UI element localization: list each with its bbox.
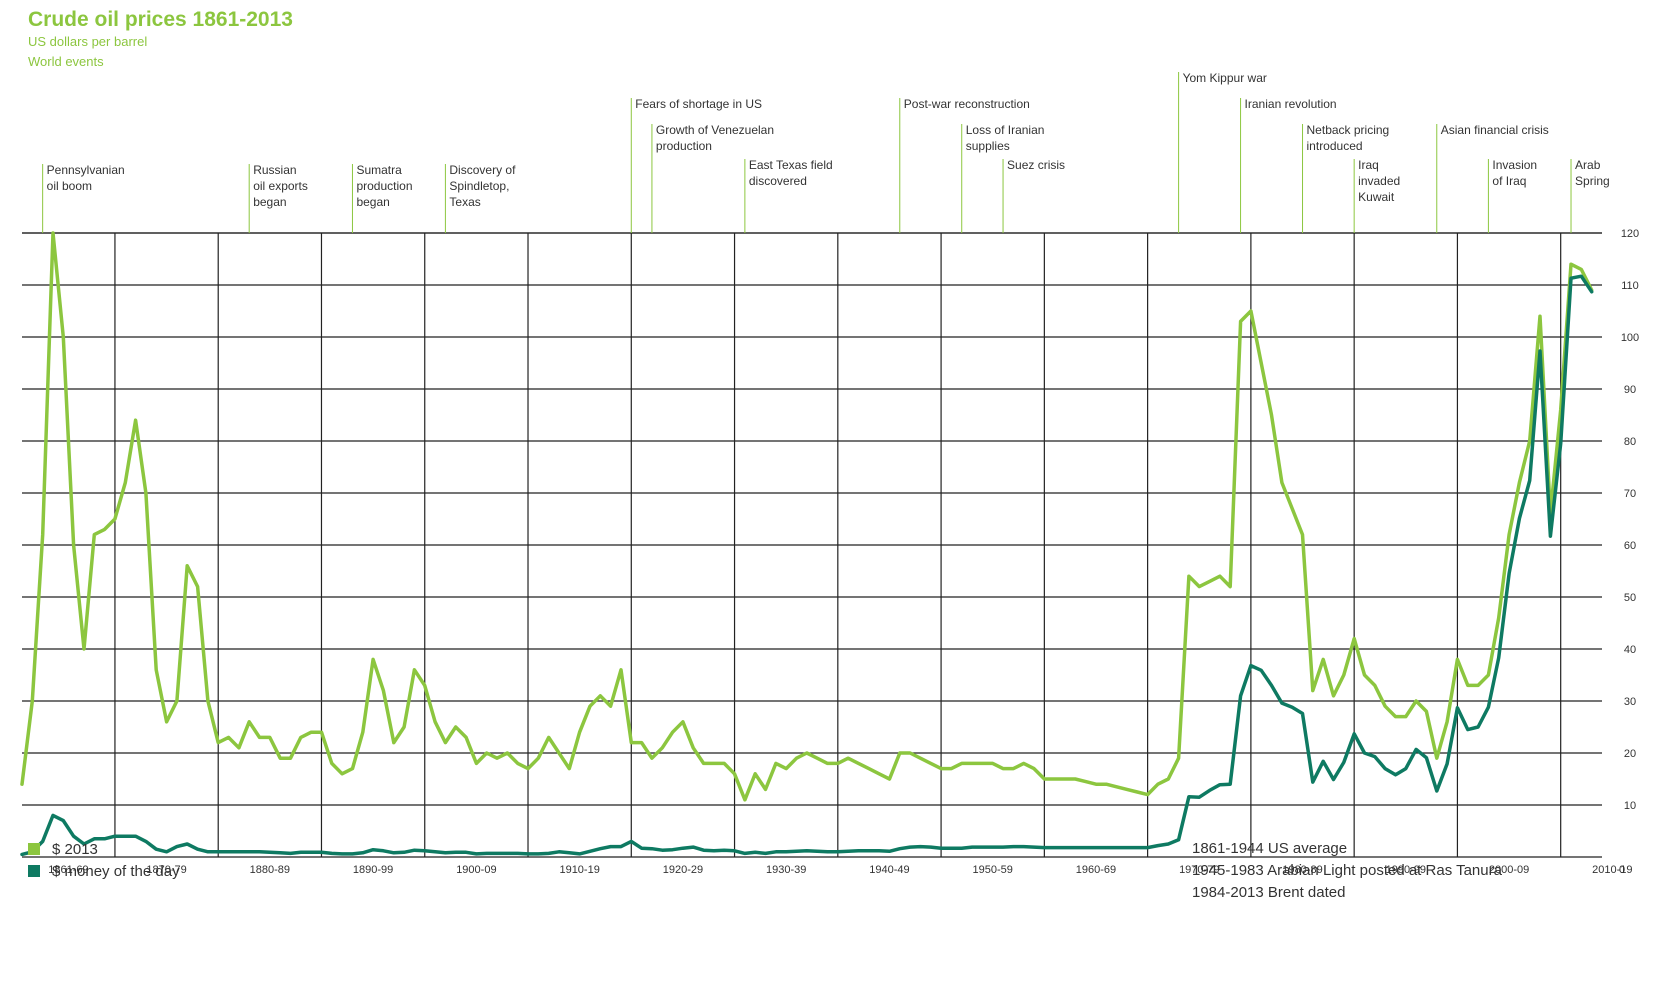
y-tick-label-100: 100 — [1621, 332, 1639, 344]
event-label-5: Growth of Venezuelan production — [656, 123, 774, 153]
event-label-3: Discovery of Spindletop, Texas — [449, 163, 516, 209]
y-tick-label-20: 20 — [1624, 748, 1636, 760]
y-tick-label-30: 30 — [1624, 696, 1636, 708]
chart-subtitle-events: World events — [28, 54, 104, 69]
y-tick-label-10: 10 — [1624, 800, 1636, 812]
series-line-real — [20, 231, 1594, 802]
event-label-9: Suez crisis — [1007, 158, 1065, 172]
legend: $ 2013 $ money of the day — [28, 838, 180, 882]
x-tick-label-1980: 1980-89 — [1282, 864, 1322, 876]
x-tick-label-2010: 2010-19 — [1592, 864, 1632, 876]
y-tick-label-80: 80 — [1624, 436, 1636, 448]
event-label-16: Arab Spring — [1575, 158, 1610, 188]
x-tick-label-1861: 1861-69 — [48, 864, 88, 876]
x-tick-label-1900: 1900-09 — [456, 864, 496, 876]
event-label-11: Iranian revolution — [1245, 97, 1337, 111]
series-line-nominal — [20, 274, 1594, 857]
source-note-2: 1945-1983 Arabian Light posted at Ras Ta… — [1192, 862, 1502, 879]
event-label-12: Netback pricing introduced — [1307, 123, 1390, 153]
x-tick-label-2000: 2000-09 — [1489, 864, 1529, 876]
y-tick-label-70: 70 — [1624, 488, 1636, 500]
event-label-7: Post-war reconstruction — [904, 97, 1030, 111]
legend-item-nominal: $ money of the day — [28, 860, 180, 882]
legend-swatch-nominal — [28, 865, 40, 877]
x-tick-label-end: 0 — [1619, 864, 1625, 876]
event-label-10: Yom Kippur war — [1183, 71, 1267, 85]
x-tick-label-1930: 1930-39 — [766, 864, 806, 876]
event-label-6: East Texas field discovered — [749, 158, 833, 188]
x-tick-label-1920: 1920-29 — [663, 864, 703, 876]
chart-title: Crude oil prices 1861-2013 — [28, 8, 293, 31]
x-tick-label-1910: 1910-19 — [559, 864, 599, 876]
x-tick-label-1940: 1940-49 — [869, 864, 909, 876]
legend-label-nominal: $ money of the day — [52, 862, 180, 880]
x-tick-label-1970: 1970-79 — [1179, 864, 1219, 876]
y-tick-label-60: 60 — [1624, 540, 1636, 552]
event-label-15: Invasion of Iraq — [1492, 158, 1537, 188]
event-label-0: Pennsylvanian oil boom — [47, 163, 125, 193]
event-label-8: Loss of Iranian supplies — [966, 123, 1045, 153]
event-label-4: Fears of shortage in US — [635, 97, 762, 111]
legend-item-real: $ 2013 — [28, 838, 180, 860]
event-label-1: Russian oil exports began — [253, 163, 308, 209]
x-tick-label-1990: 1990-99 — [1386, 864, 1426, 876]
x-tick-label-1880: 1880-89 — [250, 864, 290, 876]
event-label-14: Asian financial crisis — [1441, 123, 1549, 137]
legend-label-real: $ 2013 — [52, 840, 98, 858]
y-tick-label-40: 40 — [1624, 644, 1636, 656]
x-tick-label-1960: 1960-69 — [1076, 864, 1116, 876]
source-note-3: 1984-2013 Brent dated — [1192, 884, 1346, 901]
x-tick-label-1890: 1890-99 — [353, 864, 393, 876]
y-tick-label-120: 120 — [1621, 228, 1639, 240]
legend-swatch-real — [28, 843, 40, 855]
x-tick-label-1950: 1950-59 — [973, 864, 1013, 876]
x-tick-label-1870: 1870-79 — [146, 864, 186, 876]
chart-subtitle: US dollars per barrel — [28, 34, 148, 49]
y-tick-label-90: 90 — [1624, 384, 1636, 396]
event-label-2: Sumatra production began — [356, 163, 412, 209]
y-tick-label-50: 50 — [1624, 592, 1636, 604]
event-label-13: Iraq invaded Kuwait — [1358, 158, 1400, 204]
source-notes: 1861-1944 US average 1945-1983 Arabian L… — [1192, 838, 1502, 904]
source-note-1: 1861-1944 US average — [1192, 840, 1348, 857]
y-tick-label-110: 110 — [1621, 280, 1639, 292]
